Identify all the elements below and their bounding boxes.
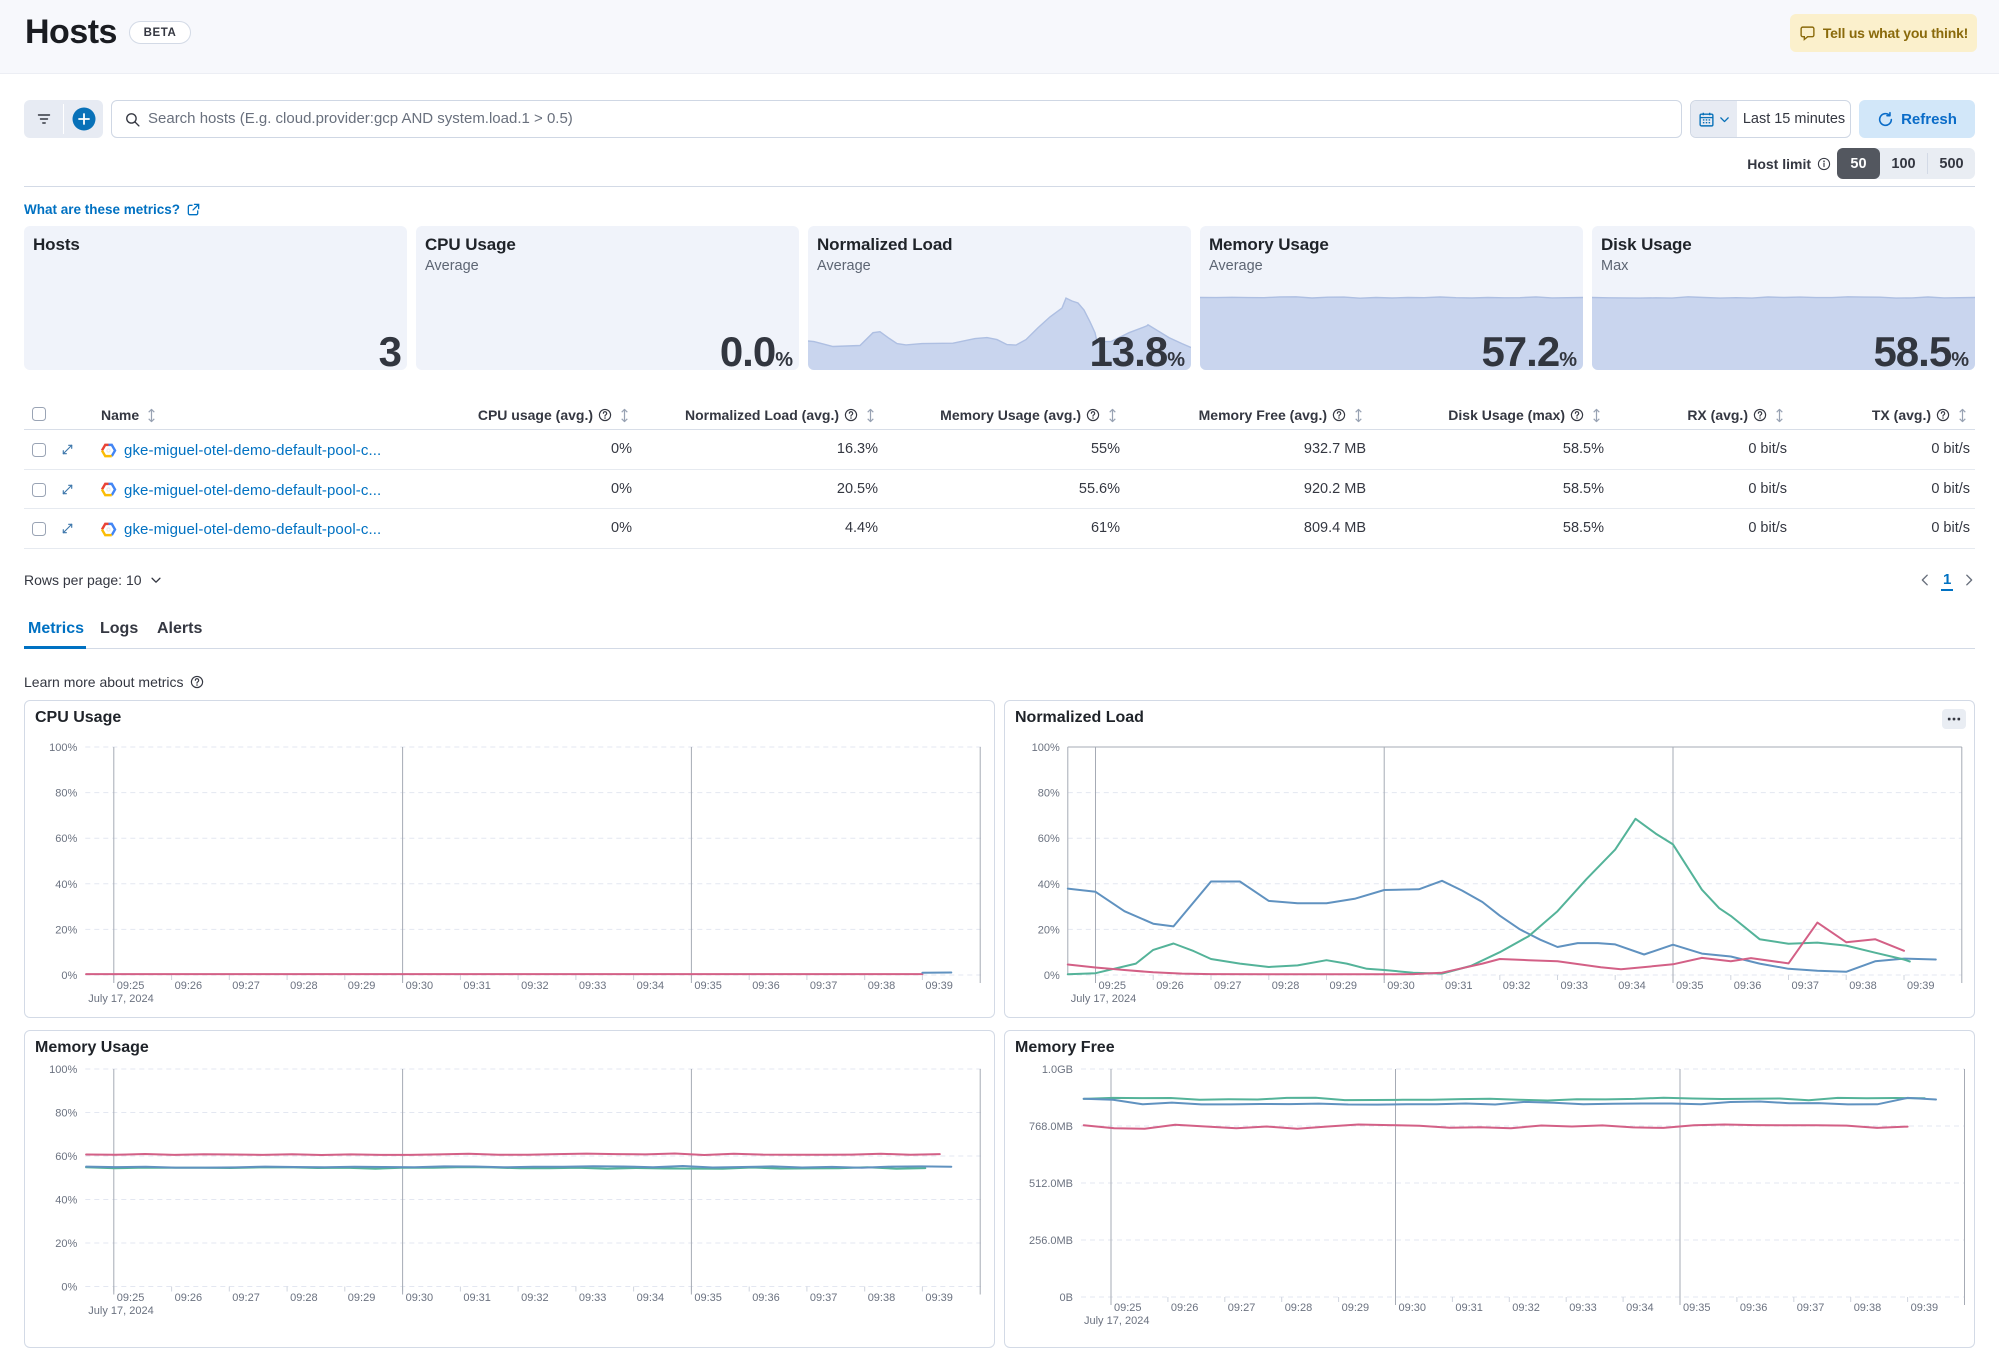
svg-text:09:39: 09:39 xyxy=(925,1292,953,1304)
svg-text:09:39: 09:39 xyxy=(1907,980,1935,992)
svg-text:09:36: 09:36 xyxy=(1734,980,1762,992)
svg-text:09:27: 09:27 xyxy=(1214,980,1242,992)
svg-text:09:30: 09:30 xyxy=(1399,1302,1427,1314)
svg-text:20%: 20% xyxy=(55,924,77,936)
svg-text:0%: 0% xyxy=(1044,970,1060,982)
svg-text:60%: 60% xyxy=(1038,833,1060,845)
svg-text:09:33: 09:33 xyxy=(579,980,607,992)
svg-text:80%: 80% xyxy=(1038,788,1060,800)
svg-text:09:30: 09:30 xyxy=(406,1292,434,1304)
svg-text:09:35: 09:35 xyxy=(694,1292,722,1304)
svg-text:1.0GB: 1.0GB xyxy=(1042,1064,1073,1076)
svg-text:80%: 80% xyxy=(55,788,77,800)
svg-text:60%: 60% xyxy=(55,1151,77,1163)
svg-text:09:35: 09:35 xyxy=(1676,980,1704,992)
svg-text:July 17, 2024: July 17, 2024 xyxy=(1084,1315,1149,1327)
svg-text:09:30: 09:30 xyxy=(1387,980,1415,992)
svg-text:09:28: 09:28 xyxy=(290,1292,318,1304)
svg-text:July 17, 2024: July 17, 2024 xyxy=(1071,993,1136,1005)
svg-text:09:38: 09:38 xyxy=(868,980,896,992)
svg-text:09:26: 09:26 xyxy=(1156,980,1184,992)
svg-text:09:31: 09:31 xyxy=(1455,1302,1483,1314)
svg-text:20%: 20% xyxy=(55,1238,77,1250)
svg-text:09:29: 09:29 xyxy=(348,1292,376,1304)
svg-text:09:25: 09:25 xyxy=(1114,1302,1142,1314)
svg-text:768.0MB: 768.0MB xyxy=(1029,1121,1073,1133)
svg-text:09:27: 09:27 xyxy=(1228,1302,1256,1314)
svg-text:40%: 40% xyxy=(55,879,77,891)
svg-text:09:33: 09:33 xyxy=(1569,1302,1597,1314)
svg-text:80%: 80% xyxy=(55,1108,77,1120)
svg-text:09:31: 09:31 xyxy=(463,1292,491,1304)
svg-text:09:36: 09:36 xyxy=(752,980,780,992)
svg-text:09:37: 09:37 xyxy=(1792,980,1820,992)
svg-text:09:25: 09:25 xyxy=(117,980,145,992)
svg-text:09:38: 09:38 xyxy=(868,1292,896,1304)
svg-text:July 17, 2024: July 17, 2024 xyxy=(88,993,153,1005)
svg-text:60%: 60% xyxy=(55,833,77,845)
svg-text:09:25: 09:25 xyxy=(1099,980,1127,992)
svg-text:0%: 0% xyxy=(61,1282,77,1294)
svg-text:09:32: 09:32 xyxy=(1503,980,1531,992)
svg-text:09:36: 09:36 xyxy=(752,1292,780,1304)
svg-text:09:33: 09:33 xyxy=(579,1292,607,1304)
svg-text:100%: 100% xyxy=(1032,742,1060,754)
svg-text:09:29: 09:29 xyxy=(348,980,376,992)
svg-text:09:31: 09:31 xyxy=(1445,980,1473,992)
svg-text:09:37: 09:37 xyxy=(810,980,838,992)
svg-text:09:37: 09:37 xyxy=(1797,1302,1825,1314)
svg-text:09:38: 09:38 xyxy=(1849,980,1877,992)
svg-text:09:34: 09:34 xyxy=(637,980,665,992)
svg-text:256.0MB: 256.0MB xyxy=(1029,1235,1073,1247)
svg-text:0B: 0B xyxy=(1060,1292,1073,1304)
svg-text:09:36: 09:36 xyxy=(1740,1302,1768,1314)
svg-text:July 17, 2024: July 17, 2024 xyxy=(88,1305,153,1317)
svg-text:40%: 40% xyxy=(1038,879,1060,891)
svg-text:20%: 20% xyxy=(1038,924,1060,936)
svg-text:09:32: 09:32 xyxy=(1512,1302,1540,1314)
svg-text:09:29: 09:29 xyxy=(1330,980,1358,992)
svg-text:09:27: 09:27 xyxy=(232,1292,260,1304)
svg-text:09:28: 09:28 xyxy=(1285,1302,1313,1314)
svg-text:09:30: 09:30 xyxy=(406,980,434,992)
svg-text:09:26: 09:26 xyxy=(1171,1302,1199,1314)
svg-text:09:26: 09:26 xyxy=(175,980,203,992)
svg-text:09:29: 09:29 xyxy=(1342,1302,1370,1314)
svg-text:100%: 100% xyxy=(49,1064,77,1076)
svg-text:09:25: 09:25 xyxy=(117,1292,145,1304)
svg-text:09:37: 09:37 xyxy=(810,1292,838,1304)
svg-text:09:35: 09:35 xyxy=(1683,1302,1711,1314)
svg-text:09:32: 09:32 xyxy=(521,1292,549,1304)
svg-text:100%: 100% xyxy=(49,742,77,754)
svg-text:09:28: 09:28 xyxy=(290,980,318,992)
svg-text:09:38: 09:38 xyxy=(1854,1302,1882,1314)
svg-text:09:26: 09:26 xyxy=(175,1292,203,1304)
svg-text:512.0MB: 512.0MB xyxy=(1029,1178,1073,1190)
svg-text:09:33: 09:33 xyxy=(1561,980,1589,992)
svg-text:09:34: 09:34 xyxy=(1626,1302,1654,1314)
svg-text:09:28: 09:28 xyxy=(1272,980,1300,992)
svg-text:09:35: 09:35 xyxy=(694,980,722,992)
svg-text:09:34: 09:34 xyxy=(637,1292,665,1304)
svg-text:09:27: 09:27 xyxy=(232,980,260,992)
svg-text:09:34: 09:34 xyxy=(1618,980,1646,992)
svg-text:09:32: 09:32 xyxy=(521,980,549,992)
svg-text:0%: 0% xyxy=(61,970,77,982)
svg-text:09:39: 09:39 xyxy=(1911,1302,1939,1314)
svg-text:09:31: 09:31 xyxy=(463,980,491,992)
svg-text:40%: 40% xyxy=(55,1195,77,1207)
svg-text:09:39: 09:39 xyxy=(925,980,953,992)
